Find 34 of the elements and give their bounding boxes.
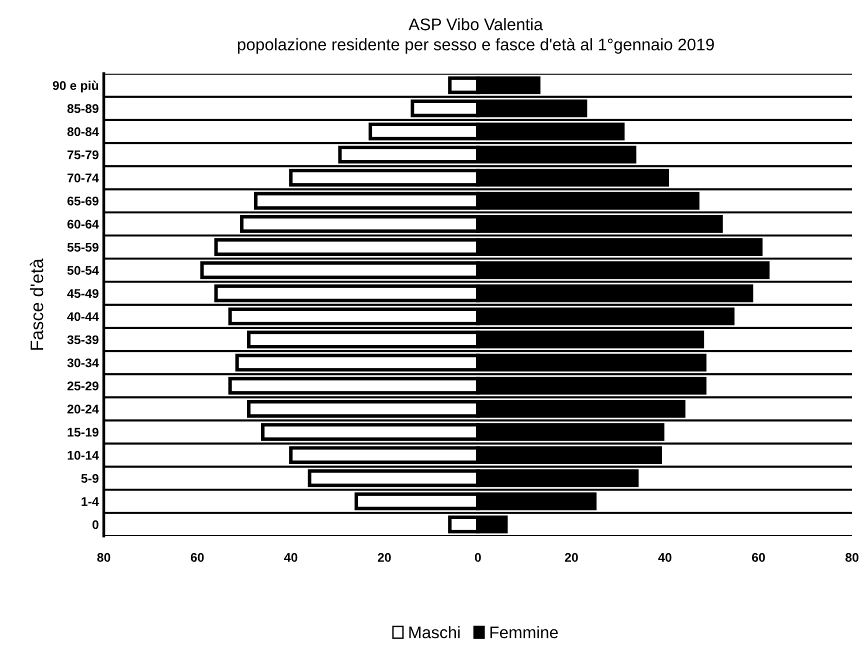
x-tick-label: 40 <box>284 552 298 562</box>
y-axis-title: Fasce d'età <box>30 258 44 350</box>
x-tick-label: 80 <box>97 552 110 562</box>
y-tick-label: 1-4 <box>82 497 99 506</box>
y-tick-label: 20-24 <box>67 404 99 414</box>
y-tick-label: 45-49 <box>67 289 98 298</box>
y-tick-label: 35-39 <box>67 335 98 344</box>
y-tick-label: 70-74 <box>68 174 99 182</box>
legend-label: Maschi <box>409 626 460 638</box>
y-tick-label: 10-14 <box>68 450 99 460</box>
y-tick-label: 0 <box>92 520 98 530</box>
y-tick-label: 85-89 <box>67 104 98 114</box>
y-tick-label: 30-34 <box>67 358 99 368</box>
y-tick-label: 65-69 <box>67 196 98 206</box>
legend-label: Femmine <box>490 626 558 638</box>
y-tick-label: 75-79 <box>68 150 98 160</box>
y-tick-label: 15-19 <box>68 428 98 437</box>
x-tick-label: 20 <box>378 552 391 562</box>
y-tick-label: 50-54 <box>67 266 99 275</box>
x-tick-label: 60 <box>752 552 765 562</box>
x-tick-label: 80 <box>845 552 858 562</box>
y-tick-label: 25-29 <box>67 382 98 390</box>
x-tick-label: 60 <box>190 552 204 562</box>
x-tick-label: 0 <box>474 552 481 562</box>
chart-subtitle: popolazione residente per sesso e fasce d'età al 1°gennaio 2019 <box>238 38 714 54</box>
x-tick-label: 40 <box>658 552 672 562</box>
y-tick-label: 60-64 <box>67 220 99 229</box>
y-tick-label: 5-9 <box>81 474 98 483</box>
x-tick-label: 20 <box>564 552 578 562</box>
y-tick-label: 90 e più <box>52 80 98 92</box>
chart-title: ASP Vibo Valentia <box>408 18 543 30</box>
y-tick-label: 80-84 <box>67 127 99 136</box>
y-tick-label: 40-44 <box>67 312 99 322</box>
y-tick-label: 55-59 <box>67 242 98 252</box>
